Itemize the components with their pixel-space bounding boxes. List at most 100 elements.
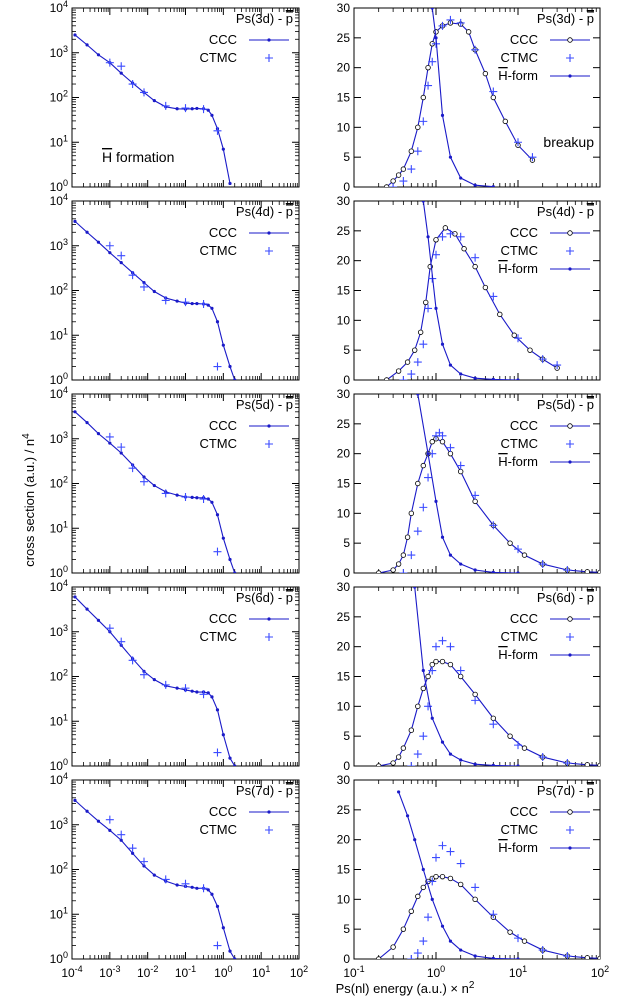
ctmc-point <box>140 477 148 486</box>
plot-frame <box>71 393 300 574</box>
ccc-point <box>142 281 146 285</box>
ctmc-point <box>140 88 148 97</box>
ccc-point <box>190 107 194 111</box>
y-tick-label: 100 <box>50 950 68 966</box>
y-tick-label: 0 <box>343 180 350 194</box>
ccc-point <box>233 957 237 959</box>
y-tick-label: 25 <box>337 31 351 45</box>
x-axis-label-superscript: 2 <box>469 980 475 991</box>
y-tick-label: 0 <box>343 759 350 773</box>
hform-point <box>421 201 425 203</box>
ccc-point <box>395 561 402 567</box>
ccc-point <box>447 450 454 457</box>
x-tick-label: 102 <box>591 964 609 980</box>
ctmc-point <box>117 62 126 71</box>
ctmc-point <box>428 877 437 886</box>
hform-line <box>417 394 519 573</box>
plot-frame <box>353 779 601 960</box>
ccc-line <box>74 220 236 380</box>
ctmc-point <box>514 934 522 943</box>
ccc-point <box>408 510 415 517</box>
ctmc-point <box>413 527 422 536</box>
ctmc-point <box>407 370 416 379</box>
ccc-point <box>108 251 112 255</box>
ccc-point <box>404 359 411 365</box>
y-tick-label: 103 <box>50 816 68 832</box>
ccc-point <box>228 181 232 186</box>
ccc-line <box>74 596 236 766</box>
ccc-point <box>131 851 135 855</box>
ctmc-point <box>489 720 498 729</box>
ccc-point <box>190 689 194 693</box>
ccc-point <box>375 763 382 766</box>
ccc-point <box>215 513 220 517</box>
ctmc-point <box>438 636 447 645</box>
panel-right-5: 10-1 100 101 102 0 5 10 15 20 25 30 Ps(7d) - p CCC CT… <box>337 773 610 980</box>
x-tick-label: 100 <box>427 964 445 980</box>
legend-label-ctmc: CTMC <box>500 822 538 837</box>
ccc-point <box>383 377 390 380</box>
ccc-point <box>233 378 237 380</box>
y-tick-label: 101 <box>50 326 68 342</box>
legend-symbol-h-form <box>568 460 572 464</box>
x-tick-label: 10-2 <box>137 964 158 980</box>
ctmc-point <box>563 759 572 766</box>
ctmc-point <box>389 183 398 187</box>
ccc-point <box>210 695 214 699</box>
legend-symbol-ccc <box>267 231 271 235</box>
ctmc-point <box>424 304 433 313</box>
ctmc-point <box>399 177 408 186</box>
y-tick-label: 104 <box>50 0 68 15</box>
ccc-point <box>375 570 382 573</box>
y-tick-label: 101 <box>50 519 68 535</box>
ccc-point <box>175 299 179 303</box>
ccc-point <box>597 955 600 959</box>
ccc-point <box>404 534 411 540</box>
hform-line <box>431 8 494 187</box>
ccc-point <box>433 658 439 665</box>
ccc-point <box>190 495 194 499</box>
plot-frame <box>71 779 300 960</box>
ctmc-point <box>471 491 480 500</box>
ccc-point <box>210 500 214 504</box>
y-tick-label: 102 <box>50 89 68 105</box>
ccc-point <box>96 432 101 436</box>
ccc-point <box>584 762 590 766</box>
ccc-point <box>420 685 426 692</box>
x-tick-label: 10-4 <box>61 964 82 980</box>
ctmc-point <box>161 875 170 884</box>
legend-symbol-h-form <box>568 846 572 850</box>
panel-title: Ps(3d) - p <box>537 11 594 26</box>
ccc-point <box>400 926 407 932</box>
ccc-point <box>96 240 101 244</box>
ccc-point <box>521 552 528 558</box>
y-tick-label: 5 <box>343 922 350 936</box>
legend-symbol-ctmc <box>566 247 574 255</box>
y-tick-label: 104 <box>50 771 68 787</box>
y-tick-label: 102 <box>50 282 68 298</box>
hform-point <box>430 8 434 10</box>
hform-point <box>421 668 425 673</box>
plot-area <box>383 201 562 380</box>
legend-symbol-ctmc <box>566 633 574 641</box>
ctmc-point <box>199 299 208 308</box>
y-tick-label: 10 <box>337 120 351 134</box>
ccc-point <box>439 439 446 445</box>
hform-point <box>473 183 477 187</box>
x-tick-label: 101 <box>509 964 527 980</box>
ccc-point <box>233 764 237 766</box>
ccc-line <box>74 411 236 573</box>
hform-point <box>405 814 410 818</box>
ccc-point <box>420 884 426 891</box>
panel-right-2: 0 5 10 15 20 25 30 Ps(4d) - p CCC CTMC H-form <box>337 194 601 387</box>
ctmc-point <box>424 473 433 482</box>
ctmc-point <box>489 87 498 96</box>
ccc-point <box>400 552 407 558</box>
ctmc-point <box>117 251 126 260</box>
ctmc-point <box>419 503 428 512</box>
ccc-line <box>74 799 236 959</box>
ctmc-point <box>213 748 222 757</box>
y-tick-label: 15 <box>337 284 351 298</box>
ccc-point <box>206 691 210 695</box>
ctmc-point <box>438 431 447 440</box>
